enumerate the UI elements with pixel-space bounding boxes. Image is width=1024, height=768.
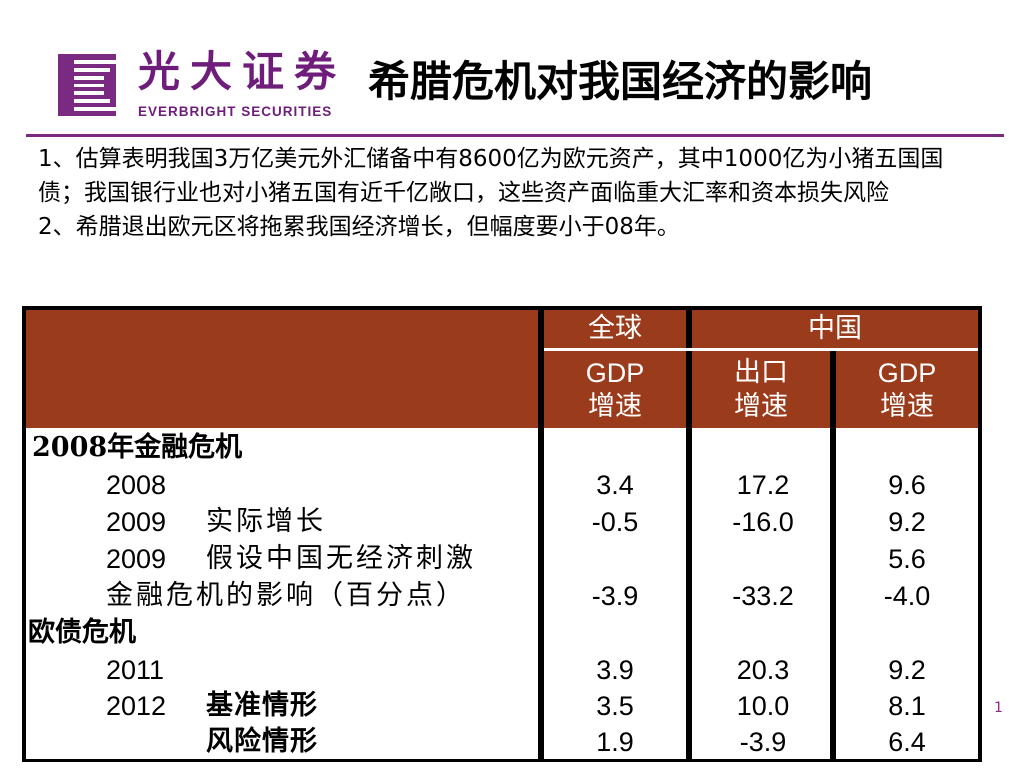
table-row: 2012 基准情形 3.5 10.0 8.1 bbox=[26, 688, 978, 724]
everbright-logo-icon bbox=[58, 54, 116, 116]
cell-export: 17.2 bbox=[736, 470, 790, 500]
cell-china-gdp: 8.1 bbox=[888, 691, 926, 721]
brand-name-en: EVERBRIGHT SECURITIES bbox=[138, 104, 333, 119]
column-separator bbox=[686, 310, 692, 759]
table-section-row: 欧债危机 bbox=[26, 615, 978, 651]
cell-china-gdp: 9.6 bbox=[888, 470, 926, 500]
cell-china-gdp: -4.0 bbox=[883, 581, 931, 611]
table-row: 2011 3.9 20.3 9.2 bbox=[26, 652, 978, 688]
table-row: 风险情形 1.9 -3.9 6.4 bbox=[26, 724, 978, 759]
table-header-background bbox=[26, 310, 978, 428]
cell-export: -33.2 bbox=[732, 581, 794, 611]
column-separator bbox=[538, 310, 544, 759]
paragraph-2: 2、希腊退出欧元区将拖累我国经济增长，但幅度要小于08年。 bbox=[38, 214, 680, 240]
cell-global-gdp: -0.5 bbox=[591, 507, 639, 537]
cell-global-gdp: 3.5 bbox=[596, 691, 634, 721]
cell-global-gdp: 3.4 bbox=[596, 470, 634, 500]
row-description: 基准情形 bbox=[206, 690, 318, 721]
header-china-growth: 增速 bbox=[880, 391, 934, 422]
cell-export: 20.3 bbox=[736, 655, 790, 685]
table-row: 2009 假设中国无经济刺激 5.6 bbox=[26, 541, 978, 577]
row-year: 2012 bbox=[106, 691, 167, 721]
row-year: 2009 bbox=[106, 544, 167, 574]
cell-export: 10.0 bbox=[736, 691, 790, 721]
table-row: 金融危机的影响（百分点） -3.9 -33.2 -4.0 bbox=[26, 578, 978, 614]
header-export: 出口 bbox=[734, 357, 788, 388]
header-china: 中国 bbox=[808, 313, 862, 344]
cell-china-gdp: 6.4 bbox=[888, 727, 926, 757]
table-section-row: 2008年金融危机 bbox=[26, 430, 978, 466]
cell-global-gdp: 3.9 bbox=[596, 655, 634, 685]
body-text: 1、估算表明我国3万亿美元外汇储备中有8600亿为欧元资产，其中1000亿为小猪… bbox=[38, 142, 988, 244]
row-description: 假设中国无经济刺激 bbox=[206, 543, 476, 574]
cell-global-gdp: -3.9 bbox=[591, 581, 639, 611]
header-global: 全球 bbox=[588, 313, 642, 344]
header-divider bbox=[26, 134, 1004, 137]
paragraph-1: 1、估算表明我国3万亿美元外汇储备中有8600亿为欧元资产，其中1000亿为小猪… bbox=[38, 146, 944, 206]
header-rule bbox=[544, 348, 978, 351]
cell-export: -16.0 bbox=[732, 507, 794, 537]
header-export-growth: 增速 bbox=[734, 391, 788, 422]
row-year: 2009 bbox=[106, 507, 167, 537]
table-row: 2009 实际增长 -0.5 -16.0 9.2 bbox=[26, 504, 978, 540]
gdp-impact-table: 全球 中国 GDP 增速 出口 增速 GDP 增速 2008年金融危机 2008… bbox=[22, 306, 982, 762]
section-label: 欧债危机 bbox=[28, 617, 136, 648]
cell-china-gdp: 5.6 bbox=[888, 544, 926, 574]
header-global-growth: 增速 bbox=[588, 391, 642, 422]
cell-global-gdp: 1.9 bbox=[596, 727, 634, 757]
cell-china-gdp: 9.2 bbox=[888, 507, 926, 537]
row-description: 风险情形 bbox=[206, 726, 318, 757]
side-mark: 1 bbox=[994, 700, 1003, 716]
row-year: 2011 bbox=[106, 655, 165, 685]
table-row: 2008 3.4 17.2 9.6 bbox=[26, 467, 978, 503]
row-description: 实际增长 bbox=[206, 506, 326, 537]
row-year: 2008 bbox=[106, 470, 167, 500]
row-description: 金融危机的影响（百分点） bbox=[106, 580, 466, 611]
cell-china-gdp: 9.2 bbox=[888, 655, 926, 685]
brand-name-cn: 光大证券 bbox=[138, 47, 347, 96]
cell-export: -3.9 bbox=[739, 727, 787, 757]
column-separator bbox=[830, 348, 836, 759]
header-global-gdp: GDP bbox=[585, 358, 645, 388]
section-label: 2008年金融危机 bbox=[32, 432, 243, 463]
page-title: 希腊危机对我国经济的影响 bbox=[368, 57, 873, 106]
header-china-gdp: GDP bbox=[877, 358, 937, 388]
table-body: 全球 中国 GDP 增速 出口 增速 GDP 增速 2008年金融危机 2008… bbox=[26, 310, 978, 759]
